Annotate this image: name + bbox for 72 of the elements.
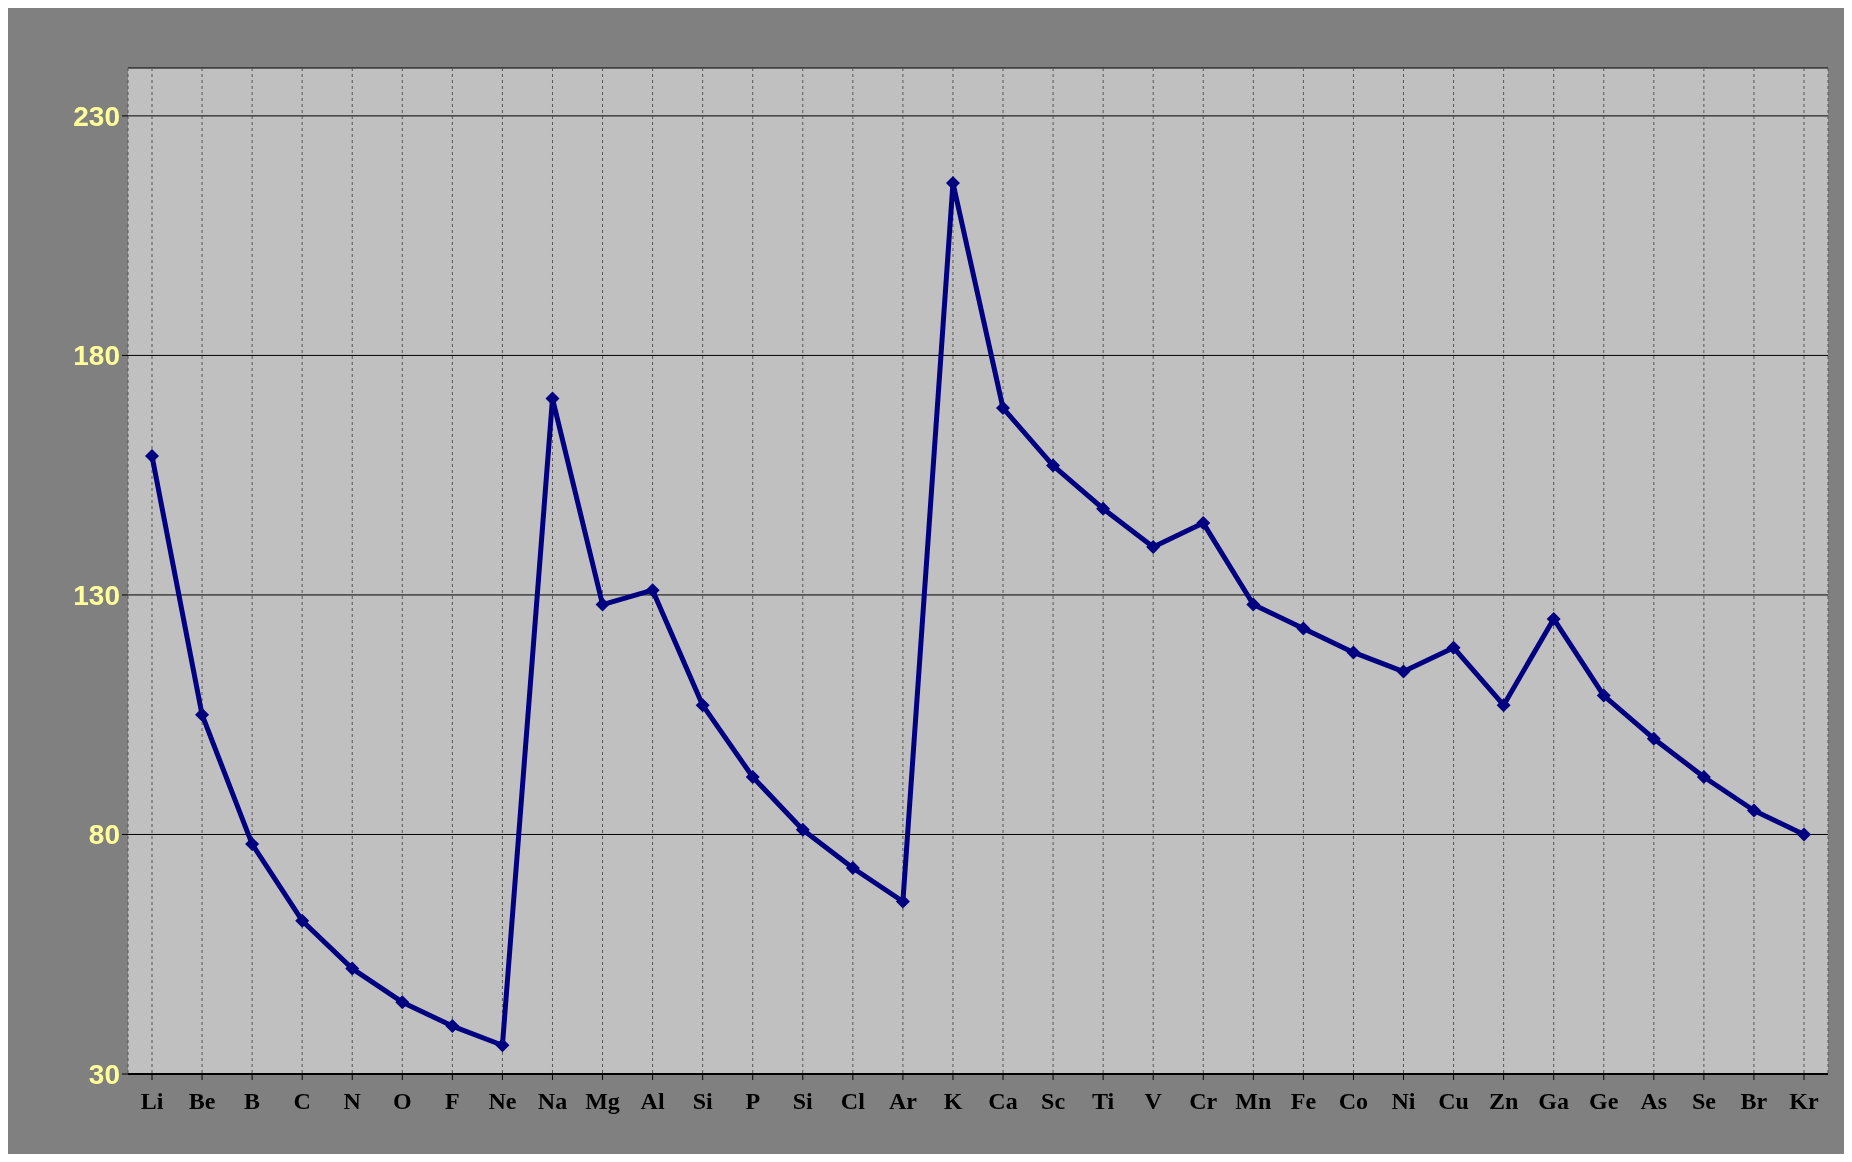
x-tick-label: B bbox=[244, 1088, 261, 1115]
x-tick-label: Sc bbox=[1041, 1088, 1066, 1115]
point bbox=[145, 449, 159, 464]
point bbox=[1546, 611, 1561, 626]
point bbox=[1446, 640, 1461, 655]
point bbox=[645, 583, 660, 598]
x-tick-label: Li bbox=[140, 1088, 164, 1115]
point bbox=[1646, 731, 1661, 746]
x-tick-label: Si bbox=[692, 1088, 714, 1115]
point bbox=[745, 769, 760, 784]
point bbox=[595, 597, 610, 612]
y-tick-label: 230 bbox=[73, 100, 120, 132]
point bbox=[1196, 516, 1211, 531]
x-tick-label: V bbox=[1144, 1088, 1163, 1115]
point bbox=[1346, 645, 1361, 660]
point bbox=[1046, 458, 1061, 473]
x-tick-label: O bbox=[392, 1088, 412, 1115]
x-tick-label: Si bbox=[792, 1088, 814, 1115]
point bbox=[445, 1019, 460, 1034]
point bbox=[845, 861, 860, 876]
x-tick-label: Br bbox=[1740, 1088, 1768, 1115]
point bbox=[295, 913, 310, 928]
y-tick-label: 30 bbox=[88, 1058, 120, 1090]
point bbox=[795, 822, 810, 837]
point bbox=[945, 175, 960, 190]
x-tick-label: K bbox=[943, 1088, 963, 1115]
x-tick-label: Ga bbox=[1538, 1088, 1570, 1115]
point bbox=[345, 961, 360, 976]
x-tick-label: Se bbox=[1691, 1088, 1717, 1115]
x-tick-label: As bbox=[1640, 1088, 1668, 1115]
point bbox=[1296, 621, 1311, 636]
x-tick-label: Cu bbox=[1438, 1088, 1469, 1115]
point bbox=[395, 995, 410, 1010]
x-tick-label: Fe bbox=[1290, 1088, 1317, 1115]
point bbox=[1146, 540, 1161, 555]
x-tick-label: P bbox=[745, 1088, 761, 1115]
x-tick-label: C bbox=[293, 1088, 311, 1115]
x-tick-label: Na bbox=[537, 1088, 568, 1115]
x-tick-label: Ti bbox=[1092, 1088, 1115, 1115]
x-tick-label: Ne bbox=[488, 1088, 517, 1115]
point bbox=[996, 401, 1011, 416]
point bbox=[1596, 688, 1611, 703]
x-tick-label: Be bbox=[188, 1088, 216, 1115]
point bbox=[895, 894, 910, 909]
point bbox=[1496, 698, 1511, 713]
point bbox=[245, 837, 260, 852]
x-tick-label: Mn bbox=[1235, 1088, 1272, 1115]
y-tick-label: 180 bbox=[73, 340, 120, 372]
x-tick-label: Al bbox=[640, 1088, 665, 1115]
point bbox=[1696, 769, 1711, 784]
y-tick-label: 130 bbox=[73, 579, 120, 611]
point bbox=[195, 707, 210, 722]
point bbox=[1396, 664, 1411, 679]
point bbox=[1746, 803, 1761, 818]
x-tick-label: Ca bbox=[988, 1088, 1018, 1115]
point bbox=[1246, 597, 1261, 612]
x-tick-label: Co bbox=[1338, 1088, 1369, 1115]
x-tick-label: Cr bbox=[1189, 1088, 1218, 1115]
x-tick-label: Ni bbox=[1391, 1088, 1416, 1115]
y-tick-label: 80 bbox=[88, 819, 120, 851]
x-tick-label: Ge bbox=[1589, 1088, 1619, 1115]
x-tick-label: F bbox=[445, 1088, 460, 1115]
x-tick-label: Kr bbox=[1789, 1088, 1819, 1115]
x-tick-label: Ar bbox=[888, 1088, 918, 1115]
x-tick-label: Cl bbox=[840, 1088, 866, 1115]
point bbox=[695, 698, 710, 713]
point bbox=[1096, 501, 1111, 516]
point bbox=[495, 1038, 510, 1053]
x-tick-label: N bbox=[343, 1088, 362, 1115]
x-tick-label: Mg bbox=[585, 1088, 620, 1115]
point bbox=[1797, 827, 1811, 842]
x-tick-label: Zn bbox=[1488, 1088, 1519, 1115]
